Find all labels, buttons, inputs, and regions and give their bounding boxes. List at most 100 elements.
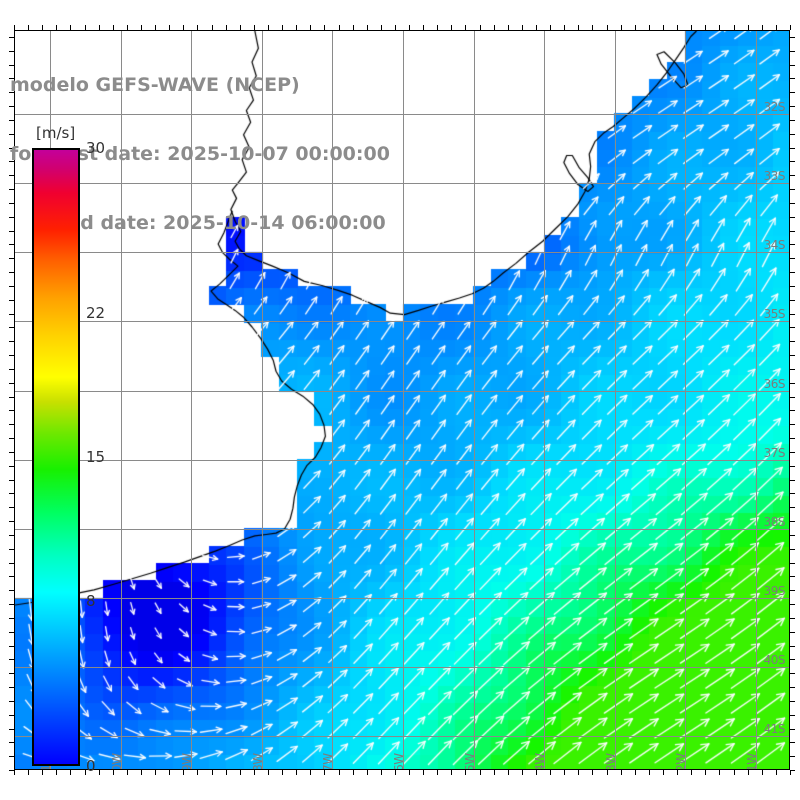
tick-mark (790, 65, 795, 66)
tick-mark (395, 770, 396, 775)
tick-mark (353, 770, 354, 775)
tick-mark (790, 632, 795, 633)
tick-mark (254, 770, 255, 775)
tick-mark (790, 244, 795, 245)
windspeed-heatmap-canvas (15, 31, 789, 769)
tick-mark (790, 272, 795, 273)
tick-mark (790, 521, 795, 522)
tick-mark (42, 770, 43, 775)
tick-mark (790, 549, 795, 550)
tick-mark (790, 92, 795, 93)
colorbar-tick-label: 8 (86, 592, 96, 611)
tick-mark (240, 770, 241, 775)
tick-mark (790, 25, 791, 30)
tick-mark (790, 715, 795, 716)
gridline-vertical (332, 31, 333, 769)
tick-mark (790, 576, 795, 577)
colorbar-unit-label: [m/s] (36, 124, 76, 142)
longitude-label: 54W (533, 753, 548, 769)
gridline-vertical (403, 31, 404, 769)
tick-mark (635, 770, 636, 775)
tick-mark (9, 770, 14, 771)
tick-mark (790, 231, 795, 232)
tick-mark (790, 300, 795, 301)
tick-mark (536, 770, 537, 775)
longitude-label: 60W (109, 753, 124, 769)
tick-mark (790, 438, 795, 439)
tick-mark (56, 770, 57, 775)
gridline-vertical (191, 31, 192, 769)
colorbar-tick-label: 15 (86, 448, 106, 466)
tick-mark (790, 161, 795, 162)
gridline-horizontal (15, 667, 789, 668)
colorbar-tick-label: 0 (86, 757, 96, 775)
gridline-horizontal (15, 736, 789, 737)
tick-mark (790, 120, 795, 121)
gridline-vertical (756, 31, 757, 769)
gridline-horizontal (15, 598, 789, 599)
tick-mark (790, 480, 795, 481)
tick-mark (790, 203, 795, 204)
tick-mark (790, 37, 795, 38)
tick-mark (790, 314, 795, 315)
colorbar-tick-label: 30 (86, 139, 106, 157)
tick-mark (790, 397, 795, 398)
tick-mark (197, 770, 198, 775)
tick-mark (508, 770, 509, 775)
tick-mark (790, 189, 795, 190)
tick-mark (790, 410, 795, 411)
tick-mark (691, 770, 692, 775)
tick-mark (790, 148, 795, 149)
tick-mark (367, 770, 368, 775)
latitude-label: 41S (763, 722, 786, 737)
tick-mark (790, 590, 795, 591)
tick-mark (381, 770, 382, 775)
gridline-vertical (685, 31, 686, 769)
gridline-horizontal (15, 252, 789, 253)
gridline-vertical (121, 31, 122, 769)
tick-mark (790, 756, 795, 757)
tick-mark (70, 770, 71, 775)
latitude-label: 37S (763, 445, 786, 460)
tick-mark (790, 258, 795, 259)
tick-mark (409, 770, 410, 775)
tick-mark (734, 770, 735, 775)
tick-mark (437, 770, 438, 775)
tick-mark (790, 51, 795, 52)
tick-mark (28, 770, 29, 775)
tick-mark (324, 770, 325, 775)
tick-mark (339, 770, 340, 775)
tick-mark (268, 770, 269, 775)
tick-mark (522, 770, 523, 775)
latitude-label: 38S (763, 514, 786, 529)
tick-mark (99, 770, 100, 775)
tick-mark (762, 770, 763, 775)
tick-mark (776, 770, 777, 775)
latitude-label: 32S (763, 99, 786, 114)
longitude-label: 57W (321, 753, 336, 769)
gridline-horizontal (15, 183, 789, 184)
tick-mark (212, 770, 213, 775)
tick-mark (423, 770, 424, 775)
tick-mark (183, 770, 184, 775)
latitude-label: 35S (763, 307, 786, 322)
tick-mark (14, 770, 15, 775)
tick-mark (310, 770, 311, 775)
tick-mark (564, 770, 565, 775)
gridline-horizontal (15, 391, 789, 392)
tick-mark (790, 770, 791, 775)
tick-mark (649, 770, 650, 775)
tick-mark (790, 742, 795, 743)
tick-mark (621, 770, 622, 775)
tick-mark (494, 770, 495, 775)
longitude-label: 58W (250, 753, 265, 769)
latitude-label: 40S (763, 653, 786, 668)
tick-mark (578, 770, 579, 775)
tick-mark (748, 770, 749, 775)
longitude-label: 53W (603, 753, 618, 769)
tick-mark (790, 286, 795, 287)
longitude-label: 51W (744, 753, 759, 769)
